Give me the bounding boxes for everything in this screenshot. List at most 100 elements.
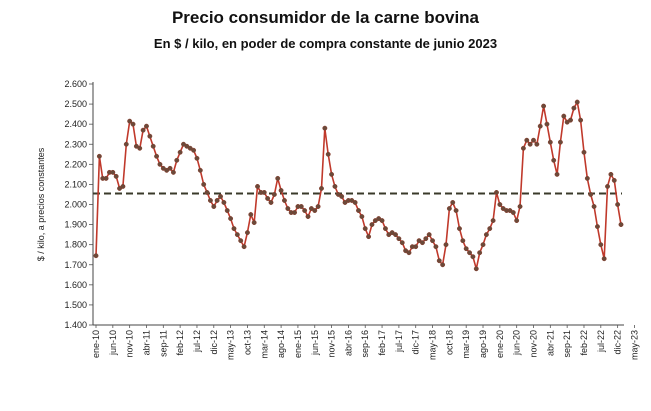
data-point bbox=[110, 169, 116, 175]
data-point bbox=[261, 190, 267, 195]
data-point bbox=[244, 230, 250, 236]
chart-title: Precio consumidor de la carne bovina bbox=[171, 8, 480, 27]
data-point bbox=[584, 175, 590, 181]
data-point bbox=[393, 232, 398, 238]
data-point bbox=[356, 208, 361, 213]
data-point bbox=[154, 153, 160, 159]
data-point bbox=[211, 204, 217, 209]
data-point bbox=[174, 157, 180, 163]
data-point bbox=[292, 210, 298, 215]
data-point bbox=[248, 212, 254, 217]
data-point bbox=[483, 232, 489, 238]
data-point bbox=[228, 216, 234, 222]
y-tick-label: 2.300 bbox=[64, 139, 87, 149]
data-point bbox=[399, 240, 405, 246]
data-point bbox=[520, 145, 526, 151]
data-point bbox=[191, 147, 197, 153]
data-point bbox=[574, 99, 580, 105]
x-tick-label: abr-21 bbox=[545, 330, 555, 356]
data-point bbox=[510, 210, 516, 215]
x-tick-label: ene-10 bbox=[91, 330, 101, 358]
data-point bbox=[312, 208, 318, 213]
data-point bbox=[170, 169, 176, 175]
data-point bbox=[487, 226, 493, 232]
data-point bbox=[581, 149, 587, 155]
data-point bbox=[547, 139, 553, 145]
data-point bbox=[329, 171, 335, 177]
data-point bbox=[608, 171, 614, 177]
data-point bbox=[144, 123, 149, 129]
chart-subtitle: En $ / kilo, en poder de compra constant… bbox=[153, 36, 498, 51]
data-point bbox=[305, 214, 311, 220]
data-point bbox=[221, 200, 227, 205]
data-point bbox=[413, 244, 419, 250]
data-point bbox=[201, 181, 207, 187]
data-point bbox=[93, 253, 99, 259]
data-point bbox=[278, 187, 284, 193]
data-point bbox=[241, 244, 247, 250]
x-tick-label: ene-20 bbox=[495, 330, 505, 358]
x-tick-label: jun-10 bbox=[108, 330, 118, 356]
data-point bbox=[177, 149, 183, 155]
data-point bbox=[436, 258, 442, 264]
x-tick-label: ago-19 bbox=[478, 330, 488, 358]
data-point bbox=[366, 234, 372, 240]
data-point bbox=[285, 206, 291, 211]
x-tick-label: sep-21 bbox=[562, 330, 572, 358]
data-point bbox=[268, 200, 274, 205]
data-point bbox=[601, 256, 607, 262]
data-point bbox=[618, 222, 624, 228]
data-point bbox=[352, 200, 358, 205]
y-tick-label: 2.400 bbox=[64, 119, 87, 129]
x-tick-label: nov-10 bbox=[125, 330, 135, 358]
data-point bbox=[271, 192, 277, 197]
data-point bbox=[477, 250, 483, 256]
data-point bbox=[615, 202, 621, 207]
y-tick-label: 2.000 bbox=[64, 200, 87, 210]
data-point bbox=[123, 141, 129, 147]
data-point bbox=[554, 171, 560, 177]
data-point bbox=[197, 167, 203, 173]
y-tick-label: 2.100 bbox=[64, 179, 87, 189]
data-point bbox=[541, 103, 547, 109]
y-tick-label: 1.800 bbox=[64, 240, 87, 250]
x-tick-label: oct-13 bbox=[242, 330, 252, 355]
data-point bbox=[557, 139, 563, 145]
data-point bbox=[275, 175, 281, 181]
data-point bbox=[137, 145, 143, 151]
x-tick-label: sep-16 bbox=[360, 330, 370, 358]
data-point bbox=[611, 177, 617, 183]
x-tick-label: jun-20 bbox=[512, 330, 522, 356]
data-point bbox=[605, 183, 610, 189]
data-point bbox=[167, 165, 173, 171]
data-point bbox=[218, 194, 223, 199]
data-point bbox=[362, 226, 368, 232]
data-point bbox=[194, 155, 200, 161]
y-tick-label: 1.900 bbox=[64, 220, 87, 230]
data-point bbox=[524, 137, 530, 143]
x-tick-label: nov-20 bbox=[529, 330, 539, 358]
y-tick-label: 2.200 bbox=[64, 159, 87, 169]
x-tick-label: ago-14 bbox=[276, 330, 286, 358]
data-point bbox=[450, 200, 456, 205]
data-point bbox=[379, 218, 385, 224]
data-point bbox=[571, 105, 577, 111]
data-point bbox=[231, 226, 237, 232]
x-tick-label: feb-17 bbox=[377, 330, 387, 356]
x-tick-label: jul-22 bbox=[596, 330, 606, 353]
data-point bbox=[103, 175, 109, 181]
data-point bbox=[430, 238, 435, 244]
data-point bbox=[534, 141, 540, 147]
y-tick-label: 1.400 bbox=[64, 320, 87, 330]
data-point bbox=[463, 246, 469, 252]
data-point bbox=[551, 157, 557, 163]
y-tick-label: 2.500 bbox=[64, 99, 87, 109]
data-point bbox=[207, 198, 213, 203]
x-tick-label: feb-12 bbox=[175, 330, 185, 356]
data-point bbox=[433, 244, 439, 250]
x-tick-label: jul-17 bbox=[394, 330, 404, 353]
data-point bbox=[319, 185, 324, 191]
x-tick-label: feb-22 bbox=[579, 330, 589, 356]
data-point bbox=[426, 232, 432, 238]
data-point bbox=[322, 125, 328, 131]
